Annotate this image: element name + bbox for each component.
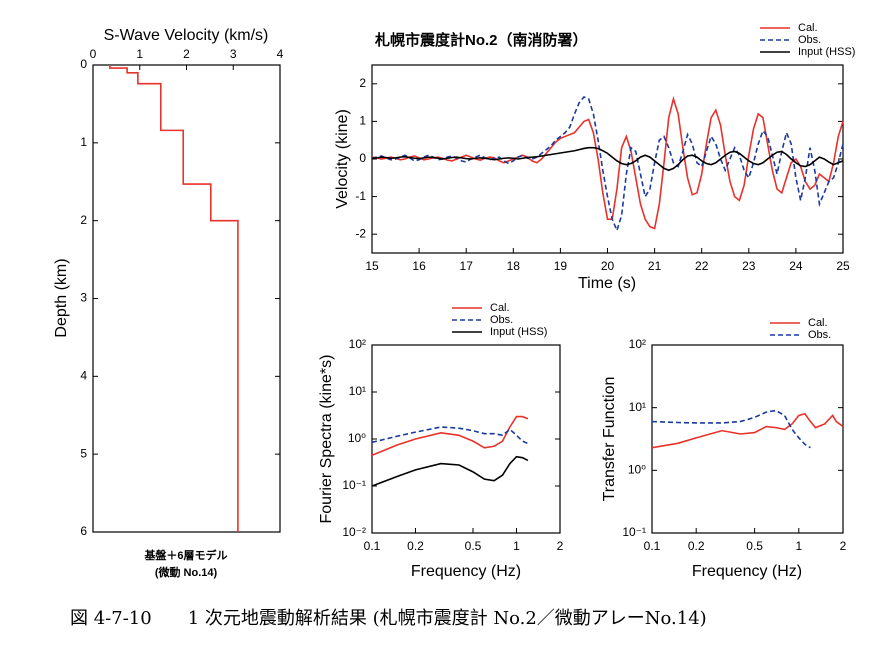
y-axis-label: Depth (km) bbox=[53, 258, 70, 337]
legend-label: Input (HSS) bbox=[490, 326, 547, 338]
x-tick-label: 16 bbox=[412, 259, 426, 273]
x-tick-label: 22 bbox=[695, 259, 709, 273]
y-tick-label: 1 bbox=[80, 135, 87, 149]
x-tick-label: 0.5 bbox=[746, 539, 763, 553]
x-tick-label: 2 bbox=[557, 539, 564, 553]
y-axis-label: Velocity (kine) bbox=[334, 109, 351, 209]
y-tick-label: 3 bbox=[80, 291, 87, 305]
chart-title: 札幌市震度計No.2（南消防署） bbox=[374, 31, 588, 49]
series-line bbox=[371, 95, 844, 230]
x-tick-label: 0.2 bbox=[407, 539, 424, 553]
series-line bbox=[109, 65, 239, 532]
legend-label: Obs. bbox=[808, 329, 831, 341]
y-tick-label: 10² bbox=[629, 337, 646, 351]
y-tick-label: -2 bbox=[355, 226, 366, 240]
series-line bbox=[371, 96, 844, 233]
x-tick-label: 1 bbox=[513, 539, 520, 553]
y-tick-label: 10⁻¹ bbox=[622, 525, 646, 539]
plot-frame bbox=[92, 64, 281, 533]
x-tick-label: 0 bbox=[90, 47, 97, 61]
x-tick-label: 0.1 bbox=[364, 539, 381, 553]
series-line bbox=[371, 415, 529, 457]
x-tick-label: 17 bbox=[460, 259, 474, 273]
x-tick-label: 18 bbox=[507, 259, 521, 273]
series-line bbox=[651, 412, 844, 449]
annotation: (微動 No.14) bbox=[155, 565, 218, 579]
annotation: 基盤＋6層モデル bbox=[143, 548, 227, 562]
chart-title: S-Wave Velocity (km/s) bbox=[104, 27, 269, 44]
y-tick-label: 10⁰ bbox=[348, 431, 366, 445]
x-tick-label: 21 bbox=[648, 259, 662, 273]
x-tick-label: 2 bbox=[183, 47, 190, 61]
x-tick-label: 1 bbox=[136, 47, 143, 61]
legend-label: Cal. bbox=[798, 22, 818, 34]
x-tick-label: 2 bbox=[840, 539, 847, 553]
y-tick-label: 2 bbox=[359, 76, 366, 90]
x-tick-label: 23 bbox=[742, 259, 756, 273]
series-line bbox=[371, 455, 529, 487]
legend-label: Cal. bbox=[490, 302, 510, 314]
x-tick-label: 19 bbox=[554, 259, 568, 273]
x-tick-label: 15 bbox=[365, 259, 379, 273]
y-tick-label: 10¹ bbox=[349, 384, 366, 398]
x-tick-label: 3 bbox=[230, 47, 237, 61]
y-tick-label: 0 bbox=[359, 151, 366, 165]
y-tick-label: 6 bbox=[80, 524, 87, 538]
series-line bbox=[371, 146, 844, 172]
x-tick-label: 0.1 bbox=[644, 539, 661, 553]
y-tick-label: 10⁻¹ bbox=[342, 478, 366, 492]
series-line bbox=[651, 409, 811, 449]
series-line bbox=[371, 426, 529, 445]
y-tick-label: 10⁻² bbox=[342, 525, 366, 539]
x-tick-label: 0.2 bbox=[688, 539, 705, 553]
y-tick-label: 2 bbox=[80, 213, 87, 227]
x-tick-label: 1 bbox=[795, 539, 802, 553]
y-tick-label: 4 bbox=[80, 369, 87, 383]
y-tick-label: 1 bbox=[359, 114, 366, 128]
y-axis-label: Transfer Function bbox=[601, 377, 618, 502]
x-tick-label: 25 bbox=[836, 259, 850, 273]
y-tick-label: -1 bbox=[355, 189, 366, 203]
x-axis-label: Time (s) bbox=[578, 275, 636, 292]
x-axis-label: Frequency (Hz) bbox=[692, 563, 802, 580]
legend-label: Obs. bbox=[490, 314, 513, 326]
y-tick-label: 10² bbox=[349, 337, 366, 351]
plot-frame bbox=[651, 344, 844, 534]
legend-label: Cal. bbox=[808, 317, 828, 329]
y-tick-label: 5 bbox=[80, 446, 87, 460]
y-axis-label: Fourier Spectra (kine*s) bbox=[318, 355, 335, 524]
y-tick-label: 10⁰ bbox=[628, 463, 646, 477]
x-tick-label: 24 bbox=[789, 259, 803, 273]
legend-label: Input (HSS) bbox=[798, 46, 855, 58]
x-tick-label: 0.5 bbox=[465, 539, 482, 553]
caption: 図 4-7-10 1 次元地震動解析結果 (札幌市震度計 No.2／微動アレーN… bbox=[70, 608, 707, 629]
legend-label: Obs. bbox=[798, 34, 821, 46]
x-tick-label: 4 bbox=[277, 47, 284, 61]
y-tick-label: 10¹ bbox=[629, 400, 646, 414]
x-tick-label: 20 bbox=[601, 259, 615, 273]
x-axis-label: Frequency (Hz) bbox=[411, 563, 521, 580]
y-tick-label: 0 bbox=[80, 57, 87, 71]
